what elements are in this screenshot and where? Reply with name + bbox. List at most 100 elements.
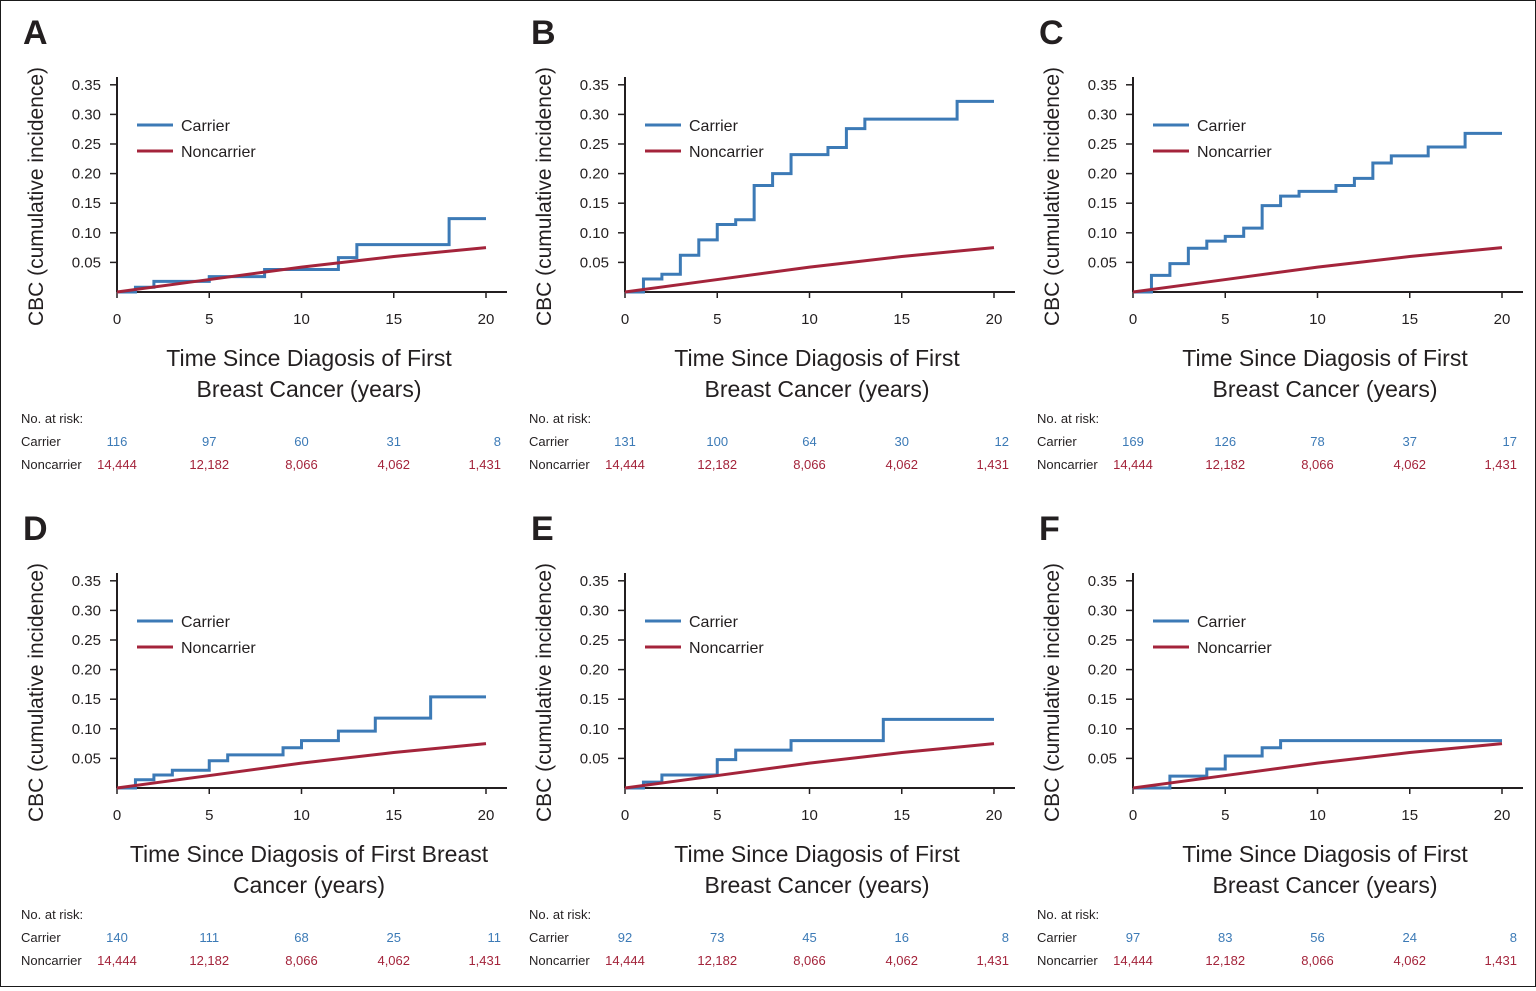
y-tick-label: 0.25	[72, 632, 101, 649]
at-risk-carrier-value: 64	[802, 434, 816, 449]
x-tick-label: 20	[478, 807, 495, 824]
at-risk-carrier-value: 97	[1126, 930, 1140, 945]
panel-f: F 0.35 0.30 0.25 0.20 0.15 0.10 0.05 0 5 10 15 20 CBC…	[1037, 510, 1523, 968]
at-risk-row-label-carrier: Carrier	[21, 930, 61, 945]
at-risk-row-label-noncarrier: Noncarrier	[1037, 953, 1098, 968]
x-axis-label: Time Since Diagosis of First Breast	[130, 841, 489, 867]
at-risk-carrier-value: 37	[1403, 434, 1417, 449]
at-risk-noncarrier-value: 1,431	[1484, 953, 1517, 968]
x-tick-label: 0	[113, 311, 121, 328]
at-risk-noncarrier-value: 4,062	[885, 457, 918, 472]
x-tick-label: 5	[1221, 807, 1229, 824]
y-tick-label: 0.05	[72, 750, 101, 767]
x-axis-label: Time Since Diagosis of First	[1182, 345, 1468, 371]
panel-letter: A	[23, 14, 48, 52]
panel-c: C 0.35 0.30 0.25 0.20 0.15 0.10 0.05 0 5 10 15 20 CBC…	[1037, 14, 1523, 472]
y-axis-label: CBC (cumulative incidence)	[1041, 67, 1064, 326]
x-tick-label: 5	[713, 807, 721, 824]
x-axis-label: Time Since Diagosis of First	[1182, 841, 1468, 867]
x-axis-label: Breast Cancer (years)	[1213, 376, 1438, 402]
at-risk-noncarrier-value: 4,062	[1393, 457, 1426, 472]
at-risk-row-label-carrier: Carrier	[529, 930, 569, 945]
y-tick-label: 0.10	[580, 721, 609, 738]
at-risk-carrier-value: 45	[802, 930, 816, 945]
noncarrier-curve	[116, 742, 487, 790]
x-tick-label: 0	[1129, 311, 1137, 328]
x-axis-label: Breast Cancer (years)	[705, 376, 930, 402]
at-risk-carrier-value: 24	[1403, 930, 1417, 945]
x-tick-label: 10	[1309, 311, 1326, 328]
at-risk-noncarrier-value: 4,062	[885, 953, 918, 968]
x-tick-label: 10	[293, 807, 310, 824]
at-risk-carrier-value: 116	[107, 434, 128, 449]
at-risk-carrier-value: 73	[710, 930, 724, 945]
y-tick-label: 0.20	[1088, 662, 1117, 679]
y-tick-label: 0.35	[580, 573, 609, 590]
panel-b: B 0.35 0.30 0.25 0.20 0.15 0.10 0.05 0 5 10 15 20 CBC…	[529, 14, 1015, 472]
legend-carrier-label: Carrier	[689, 614, 739, 631]
y-axis-label: CBC (cumulative incidence)	[533, 67, 556, 326]
at-risk-noncarrier-value: 12,182	[1205, 953, 1245, 968]
legend-noncarrier-label: Noncarrier	[1197, 640, 1272, 657]
carrier-curve	[625, 717, 994, 790]
x-tick-label: 0	[113, 807, 121, 824]
at-risk-row-label-carrier: Carrier	[529, 434, 569, 449]
legend-carrier-label: Carrier	[181, 118, 231, 135]
at-risk-noncarrier-value: 1,431	[468, 953, 501, 968]
panel-letter: E	[531, 510, 554, 548]
at-risk-row-label-noncarrier: Noncarrier	[21, 457, 82, 472]
x-tick-label: 15	[893, 807, 910, 824]
y-tick-label: 0.25	[1088, 136, 1117, 153]
y-tick-label: 0.15	[580, 691, 609, 708]
at-risk-carrier-value: 68	[294, 930, 308, 945]
x-axis-label: Breast Cancer (years)	[197, 376, 422, 402]
carrier-curve	[625, 99, 994, 294]
y-tick-label: 0.10	[72, 721, 101, 738]
at-risk-carrier-value: 131	[614, 434, 636, 449]
carrier-curve	[1133, 131, 1502, 294]
y-tick-label: 0.20	[72, 166, 101, 183]
at-risk-noncarrier-value: 14,444	[1113, 953, 1153, 968]
at-risk-carrier-value: 92	[618, 930, 632, 945]
at-risk-row-label-noncarrier: Noncarrier	[1037, 457, 1098, 472]
at-risk-carrier-value: 12	[995, 434, 1009, 449]
x-tick-label: 5	[713, 311, 721, 328]
at-risk-carrier-value: 111	[199, 930, 219, 945]
y-tick-label: 0.30	[580, 602, 609, 619]
y-tick-label: 0.25	[580, 136, 609, 153]
at-risk-carrier-value: 78	[1310, 434, 1324, 449]
legend-carrier-label: Carrier	[1197, 118, 1247, 135]
at-risk-carrier-value: 30	[895, 434, 909, 449]
at-risk-carrier-value: 8	[494, 434, 501, 449]
x-tick-label: 20	[986, 311, 1003, 328]
y-axis-label: CBC (cumulative incidence)	[533, 563, 556, 822]
at-risk-noncarrier-value: 8,066	[1301, 953, 1334, 968]
at-risk-carrier-value: 126	[1214, 434, 1236, 449]
y-tick-label: 0.20	[72, 662, 101, 679]
at-risk-noncarrier-value: 14,444	[1113, 457, 1153, 472]
x-tick-label: 5	[205, 807, 213, 824]
at-risk-title: No. at risk:	[21, 411, 83, 426]
at-risk-noncarrier-value: 12,182	[1205, 457, 1245, 472]
at-risk-noncarrier-value: 8,066	[793, 953, 826, 968]
at-risk-noncarrier-value: 4,062	[1393, 953, 1426, 968]
x-axis-label: Breast Cancer (years)	[705, 872, 930, 898]
x-tick-label: 0	[1129, 807, 1137, 824]
y-tick-label: 0.25	[1088, 632, 1117, 649]
panel-d: D 0.35 0.30 0.25 0.20 0.15 0.10 0.05 0 5 10 15 20 CBC…	[21, 510, 507, 968]
panel-letter: B	[531, 14, 556, 52]
legend-noncarrier-label: Noncarrier	[181, 640, 256, 657]
x-tick-label: 15	[385, 311, 402, 328]
legend-carrier-label: Carrier	[689, 118, 739, 135]
at-risk-noncarrier-value: 1,431	[468, 457, 501, 472]
x-tick-label: 0	[621, 311, 629, 328]
y-tick-label: 0.15	[1088, 691, 1117, 708]
y-tick-label: 0.10	[580, 225, 609, 242]
at-risk-noncarrier-value: 12,182	[697, 953, 737, 968]
panel-letter: C	[1039, 14, 1064, 52]
y-axis-label: CBC (cumulative incidence)	[25, 67, 48, 326]
legend-carrier-label: Carrier	[1197, 614, 1247, 631]
y-tick-label: 0.30	[580, 106, 609, 123]
